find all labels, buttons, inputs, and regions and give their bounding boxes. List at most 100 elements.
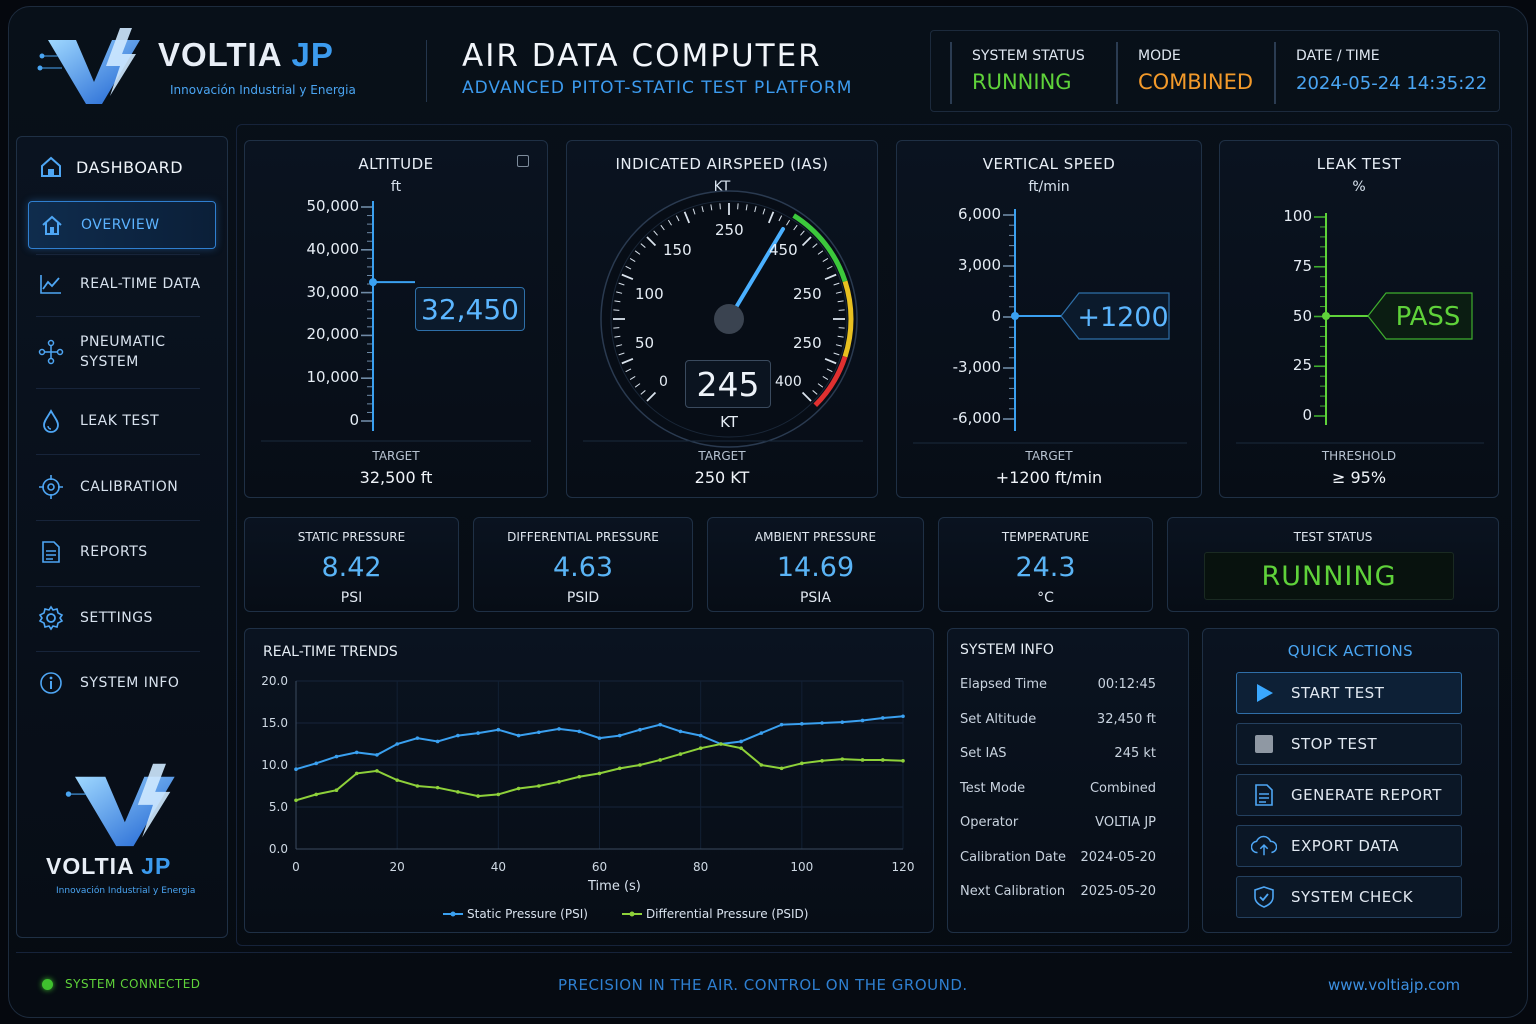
dial-tick (762, 208, 766, 215)
system-info-key: Next Calibration (960, 884, 1066, 899)
legend-swatch-differential (621, 911, 642, 917)
gauge-unit: ft (390, 179, 402, 195)
leak-test-gauge: LEAK TEST % PASS THRESHOLD ≥ 95% 100 75 50… (1219, 140, 1499, 498)
system-check-button[interactable]: SYSTEM CHECK (1236, 876, 1462, 918)
dial-tick (625, 265, 632, 270)
scale-tick-label: 10,000 (306, 368, 360, 387)
dial-tick (634, 250, 641, 255)
scale-tick-label: 0 (991, 307, 1001, 325)
nav-separator (36, 254, 200, 255)
mode-label: MODE (1138, 48, 1181, 64)
shield-check-icon (1251, 885, 1277, 909)
metric-label: TEMPERATURE (1001, 530, 1090, 544)
dial-tick (701, 206, 704, 213)
gauge-unit: ft/min (1028, 179, 1070, 195)
nav-separator (36, 586, 200, 587)
sidebar-brand-tagline: Innovación Industrial y Energia (56, 886, 196, 896)
ias-digital-unit: KT (720, 413, 738, 431)
page-title: AIR DATA COMPUTER (462, 38, 822, 74)
series-point (901, 714, 905, 719)
sidebar-item-overview[interactable]: OVERVIEW (28, 201, 216, 249)
dial-tick (786, 219, 791, 226)
system-info-row: Next Calibration 2025-05-20 (960, 884, 1160, 899)
series-point (901, 759, 905, 763)
gauge-title: ALTITUDE (358, 155, 434, 173)
system-info-row: Elapsed Time 00:12:45 (960, 677, 1160, 692)
system-info-value: Combined (1089, 780, 1156, 796)
generate-report-button[interactable]: GENERATE REPORT (1236, 774, 1462, 816)
gear-icon (38, 605, 64, 631)
export-data-button[interactable]: EXPORT DATA (1236, 825, 1462, 867)
mode-status: MODE COMBINED (1116, 42, 1253, 104)
threshold-value: ≥ 95% (1331, 468, 1387, 487)
document-icon (38, 539, 64, 565)
sidebar-item-label: CALIBRATION (80, 479, 179, 495)
footer-slogan: PRECISION IN THE AIR. CONTROL ON THE GRO… (558, 976, 968, 994)
sidebar-item-reports[interactable]: REPORTS (28, 528, 216, 576)
dial-tick (801, 391, 812, 402)
dial-tick (822, 376, 829, 381)
series-point (759, 763, 764, 767)
temperature-card: TEMPERATURE 24.3 °C (938, 517, 1153, 612)
dial-tick (629, 376, 636, 381)
footer-url[interactable]: www.voltiajp.com (1328, 976, 1461, 994)
stop-test-button[interactable]: STOP TEST (1236, 723, 1462, 765)
scale-tick-label: 50 (1292, 306, 1312, 325)
system-info-panel: SYSTEM INFO (947, 628, 1189, 933)
sidebar-item-leak-test[interactable]: LEAK TEST (28, 397, 216, 445)
metric-value: 8.42 (321, 552, 382, 583)
ias-label-400: 400 (775, 374, 802, 390)
start-test-button[interactable]: START TEST (1236, 672, 1462, 714)
brand-tagline: Innovación Industrial y Energia (170, 83, 356, 97)
home-icon (39, 212, 65, 238)
static-pressure-card: STATIC PRESSURE 8.42 PSI (244, 517, 459, 612)
sidebar-item-settings[interactable]: SETTINGS (28, 594, 216, 642)
gauge-title: LEAK TEST (1316, 155, 1402, 173)
airspeed-dial (583, 190, 863, 448)
sidebar-item-real-time-data[interactable]: REAL-TIME DATA (28, 260, 216, 308)
threshold-label: THRESHOLD (1321, 449, 1397, 463)
dial-tick (833, 282, 840, 286)
sidebar-item-calibration[interactable]: CALIBRATION (28, 463, 216, 511)
dial-tick (634, 383, 641, 388)
series-point (496, 792, 501, 797)
dial-tick (618, 282, 625, 286)
series-point (456, 733, 460, 738)
button-label: SYSTEM CHECK (1291, 888, 1414, 906)
snapshot-icon[interactable] (517, 155, 529, 167)
dial-tick (822, 257, 829, 262)
dial-tick (621, 357, 634, 365)
y-tick-label: 20.0 (261, 674, 288, 688)
mode-value: COMBINED (1138, 70, 1254, 94)
dial-tick (835, 344, 842, 347)
series-point (800, 761, 804, 766)
dial-tick (793, 224, 798, 231)
gauge-title: VERTICAL SPEED (982, 155, 1116, 173)
system-info-value: VOLTIA JP (1095, 815, 1156, 830)
dial-tick (817, 383, 824, 388)
dial-tick (640, 243, 646, 248)
dial-tick (618, 352, 625, 356)
series-point (334, 788, 339, 792)
series-point (759, 731, 764, 735)
dial-tick (801, 236, 812, 247)
differential-pressure-card: DIFFERENTIAL PRESSURE 4.63 PSID (473, 517, 693, 612)
series-point (617, 733, 622, 738)
dial-tick (616, 291, 623, 294)
ias-label-450: 450 (769, 241, 798, 259)
dial-tick (667, 219, 672, 226)
system-info-row: Set Altitude 32,450 ft (960, 712, 1160, 727)
metric-value: 14.69 (776, 552, 855, 583)
legend-swatch-static (443, 911, 463, 917)
series-point (638, 727, 642, 732)
target-icon (38, 474, 64, 500)
dial-tick (826, 368, 833, 373)
sidebar-item-label-line2: SYSTEM (80, 354, 139, 370)
sidebar-item-system-info[interactable]: SYSTEM INFO (28, 659, 216, 707)
sidebar-item-label-line1: PNEUMATIC (80, 334, 166, 350)
sidebar-item-pneumatic-system[interactable]: PNEUMATIC SYSTEM (28, 326, 216, 378)
series-point (820, 759, 824, 763)
metric-value: 4.63 (552, 552, 614, 583)
series-point (314, 761, 319, 766)
brand-name-a: VOLTIA (46, 853, 134, 879)
